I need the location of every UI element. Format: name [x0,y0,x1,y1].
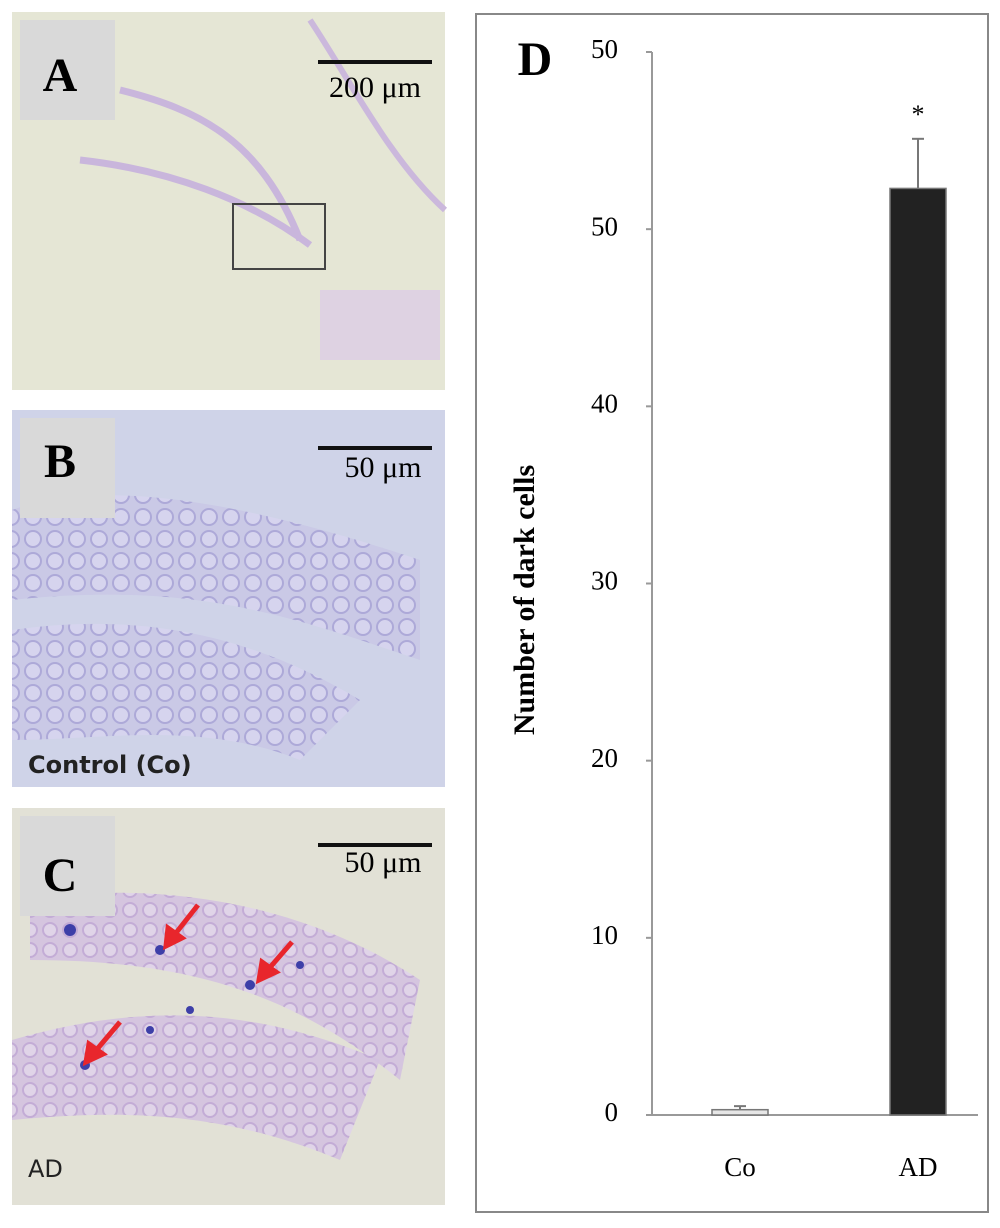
panel-a: A 200 μm [12,12,448,390]
x-tick-label: AD [899,1152,938,1182]
label-box [20,816,115,916]
x-tick-label: Co [724,1152,756,1182]
arrows [82,903,294,1067]
y-tick-label: 50 [591,34,618,64]
scale-label: 50 μm [345,451,422,484]
label-box [20,20,115,120]
panel-letter: D [518,33,553,86]
y-tick-label: 30 [591,566,618,596]
bar [711,1108,769,1116]
y-tick-label: 10 [591,920,618,950]
cell-layer [12,1015,380,1160]
y-tick-label: 40 [591,389,618,419]
dark-cells [64,924,304,1070]
annotation: * [912,100,925,129]
caption: Control (Co) [28,751,192,779]
panel-c: C 50 μm AD [12,808,445,1205]
bar [889,187,947,1116]
caption: AD [28,1155,63,1183]
y-tick-label: 50 [591,211,618,241]
y-tick-label: 0 [605,1097,619,1127]
inset-box [232,203,326,270]
cell-layer [12,495,420,660]
scale-label: 50 μm [345,846,422,879]
scale-label: 200 μm [329,71,421,104]
y-tick-label: 20 [591,743,618,773]
tissue-band [119,86,304,242]
frame [475,13,989,1213]
tissue-patch [320,290,440,360]
tissue-band [79,156,313,248]
tissue-band [307,18,448,213]
y-axis-label: Number of dark cells [508,465,541,735]
cell-layer [12,623,360,760]
panel-letter: B [44,435,76,488]
cell-layer [30,892,420,1080]
label-box [20,418,115,518]
panel-b: B 50 μm Control (Co) [12,410,445,787]
panel-letter: A [43,49,78,102]
panel-d: D Number of dark cells 0 10 20 30 40 50 50 Co AD… [475,13,989,1213]
panel-letter: C [43,849,78,902]
